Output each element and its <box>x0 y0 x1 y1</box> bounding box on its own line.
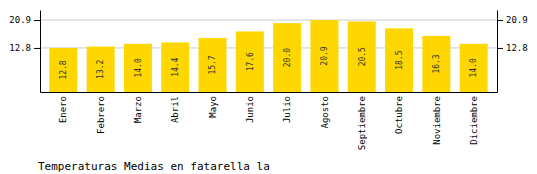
bar <box>273 23 301 92</box>
y-tick: 20.9 <box>9 15 40 25</box>
x-tick-label: Septiembre <box>357 96 367 150</box>
plot: 12.8 13.2 14.0 14.4 15.7 17.6 20.0 20.9 20.5 18.5… <box>9 11 527 151</box>
x-tick: Febrero <box>96 92 106 134</box>
x-tick: Junio <box>245 92 255 123</box>
x-tick: Mayo <box>208 92 218 118</box>
bar <box>348 21 376 92</box>
data-label: 18.5 <box>395 50 404 69</box>
bar <box>87 47 115 92</box>
bar <box>385 28 413 92</box>
x-tick: Julio <box>282 92 292 123</box>
x-tick-label: Diciembre <box>469 96 479 145</box>
data-label: 16.3 <box>432 54 441 73</box>
y2-tick-label: 20.9 <box>506 15 528 25</box>
x-tick: Noviembre <box>432 92 442 145</box>
y-tick-line <box>34 48 40 49</box>
bar <box>310 20 338 92</box>
x-tick: Septiembre <box>357 92 367 150</box>
data-label: 13.2 <box>96 59 105 78</box>
x-tick-label: Julio <box>282 96 292 123</box>
data-label: 20.5 <box>358 47 367 66</box>
y-axis: 12.8 20.9 <box>9 11 40 93</box>
y-tick-line <box>34 20 40 21</box>
bar <box>460 44 488 92</box>
x-tick: Octubre <box>394 92 404 134</box>
data-label: 14.0 <box>469 58 478 77</box>
y2-axis: 12.8 20.9 <box>497 11 528 93</box>
x-tick-label: Noviembre <box>432 96 442 145</box>
bar <box>49 48 77 92</box>
bar <box>124 44 152 92</box>
x-axis: Enero Febrero Marzo Abril Mayo Junio Julio Agos… <box>41 92 498 150</box>
x-tick: Marzo <box>133 92 143 123</box>
y-tick: 12.8 <box>9 43 40 53</box>
bar <box>236 31 264 92</box>
data-labels: 12.8 13.2 14.0 14.4 15.7 17.6 20.0 20.9 20.5 18.5… <box>59 46 478 79</box>
x-tick: Agosto <box>320 92 330 129</box>
x-tick-label: Mayo <box>208 96 218 118</box>
data-label: 14.0 <box>134 58 143 77</box>
bars <box>49 20 487 92</box>
x-tick-label: Abril <box>170 96 180 123</box>
bar <box>161 42 189 92</box>
data-label: 12.8 <box>59 60 68 79</box>
data-label: 20.0 <box>283 48 292 67</box>
x-tick-label: Marzo <box>133 96 143 123</box>
x-tick: Abril <box>170 92 180 123</box>
y2-tick-line <box>497 20 503 21</box>
chart: 12.8 13.2 14.0 14.4 15.7 17.6 20.0 20.9 20.5 18.5… <box>0 0 537 174</box>
data-label: 20.9 <box>320 46 329 65</box>
y-tick-label: 20.9 <box>9 15 31 25</box>
data-label: 14.4 <box>171 57 180 76</box>
y2-tick: 20.9 <box>497 15 528 25</box>
x-tick-label: Agosto <box>320 96 330 129</box>
x-tick-label: Febrero <box>96 96 106 134</box>
bar <box>199 38 227 92</box>
y2-tick-line <box>497 48 503 49</box>
x-tick: Enero <box>58 92 68 123</box>
y-tick-label: 12.8 <box>9 43 31 53</box>
x-tick-label: Junio <box>245 96 255 123</box>
data-label: 15.7 <box>208 55 217 74</box>
x-tick-label: Octubre <box>394 96 404 134</box>
grid-line <box>40 20 497 21</box>
y2-tick-label: 12.8 <box>506 43 528 53</box>
x-tick-label: Enero <box>58 96 68 123</box>
y2-tick: 12.8 <box>497 43 528 53</box>
y-axis-line <box>40 11 41 93</box>
bar <box>422 36 450 92</box>
title: Temperaturas Medias en fatarella la <box>38 160 270 173</box>
x-axis-line <box>41 92 498 93</box>
y2-axis-line <box>497 11 498 93</box>
x-tick: Diciembre <box>469 92 479 145</box>
data-label: 17.6 <box>246 52 255 71</box>
